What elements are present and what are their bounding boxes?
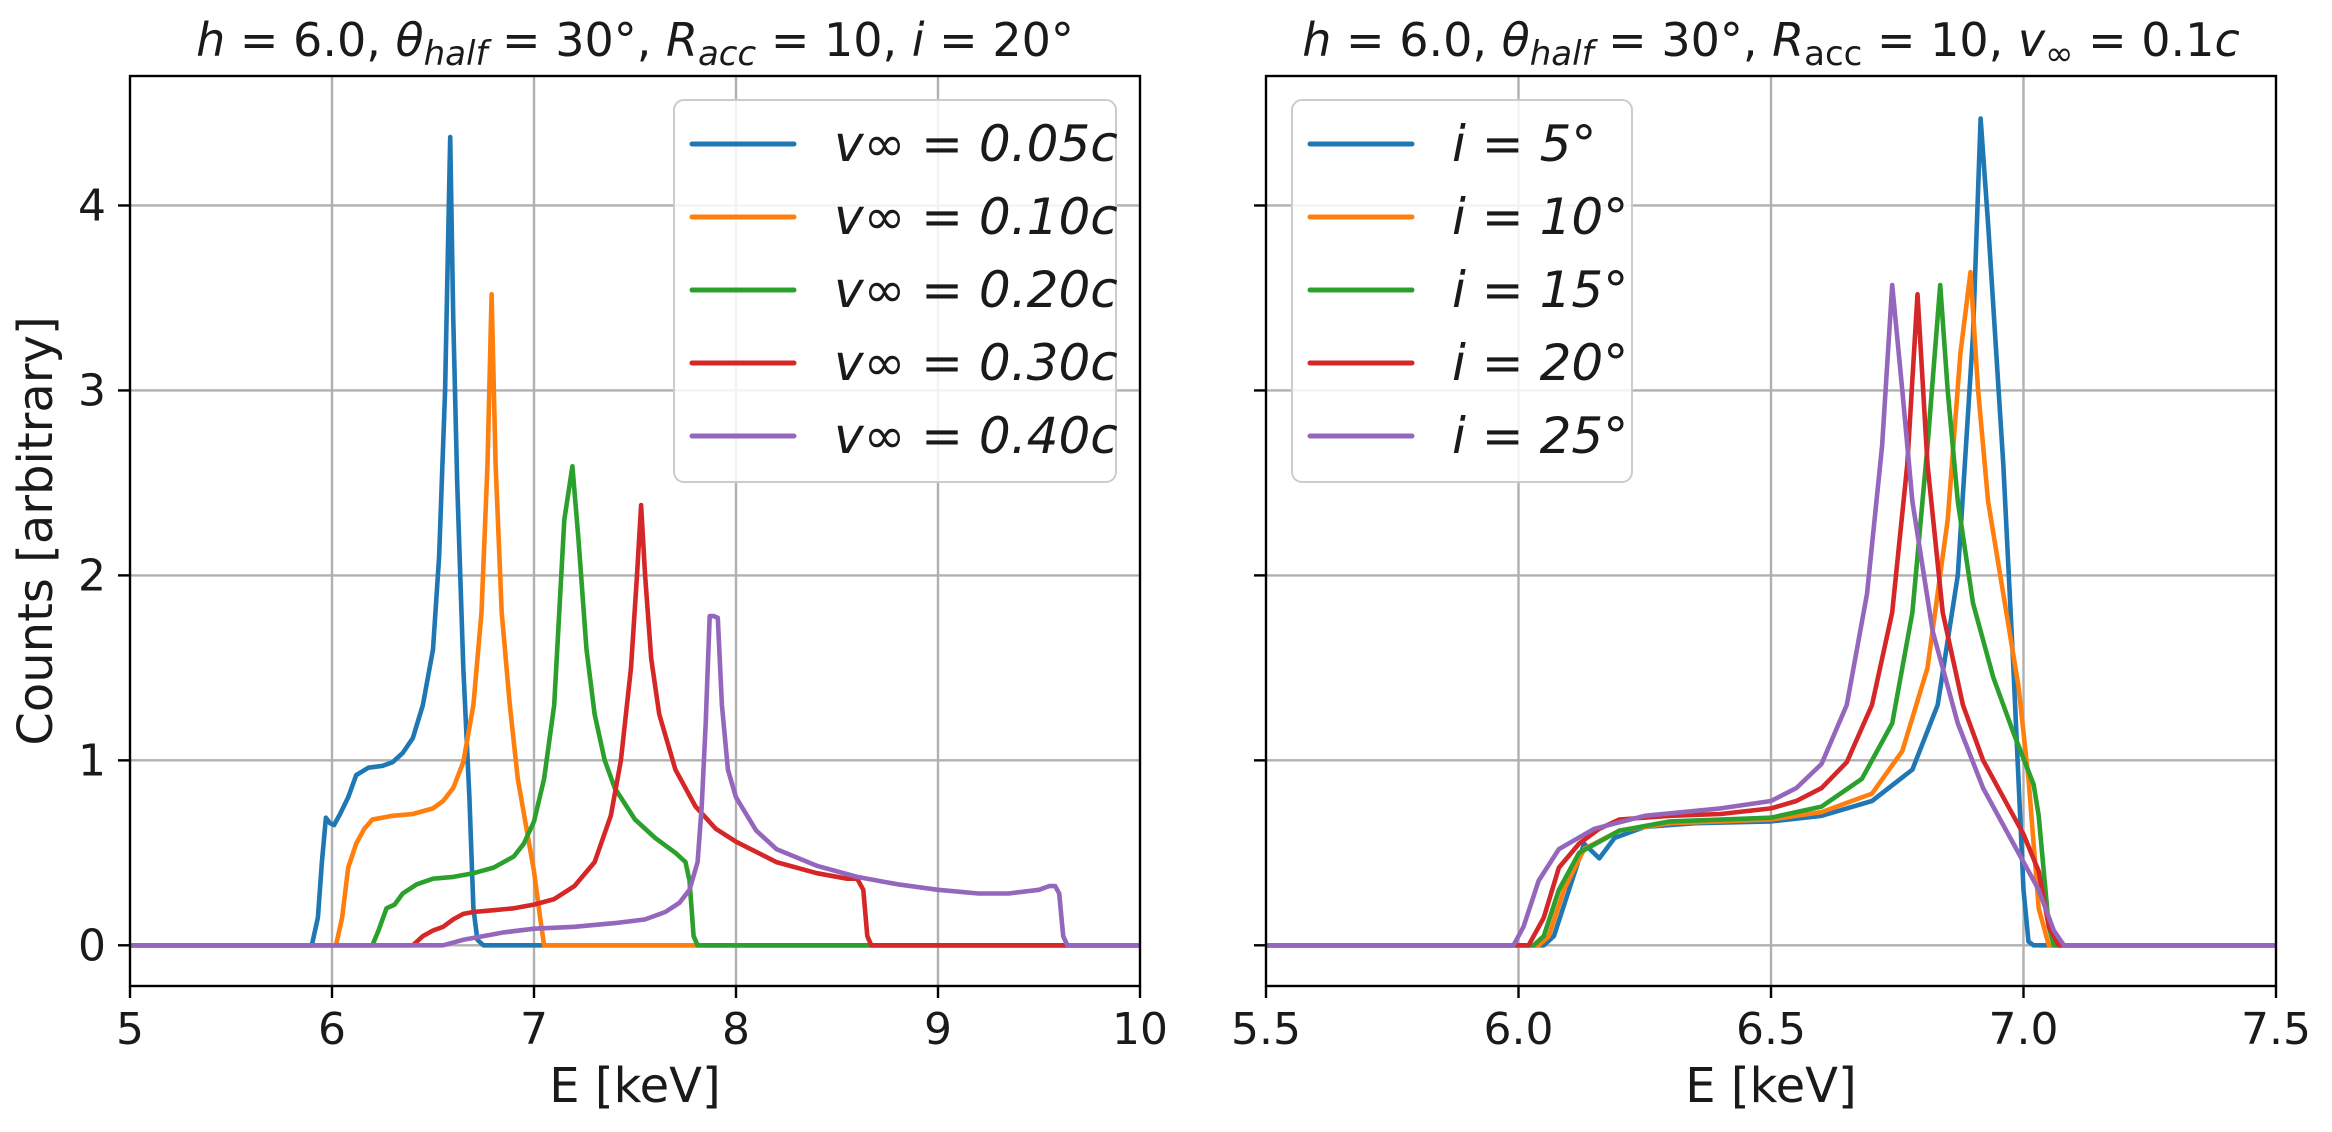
left-title: h = 6.0, θhalf = 30°, Racc = 10, i = 20° bbox=[196, 13, 1074, 74]
left-x-tick-label: 7 bbox=[520, 1004, 548, 1055]
left-y-tick-label: 2 bbox=[78, 550, 106, 601]
right-x-axis-label: E [keV] bbox=[1685, 1058, 1857, 1114]
left-legend-label-2: v∞ = 0.10c bbox=[834, 188, 1118, 246]
right-x-tick-label: 6.0 bbox=[1484, 1004, 1554, 1055]
left-series-line-3 bbox=[130, 464, 1140, 948]
right-legend-label-5: i = 25° bbox=[1452, 407, 1628, 465]
right-x-tick-label: 5.5 bbox=[1231, 1004, 1301, 1055]
right-series-line-4 bbox=[1266, 292, 2276, 948]
left-legend-box bbox=[673, 99, 1117, 483]
left-series-line-5 bbox=[130, 613, 1140, 948]
right-series-line-5 bbox=[1266, 282, 2276, 948]
right-legend-label-3: i = 15° bbox=[1452, 261, 1628, 319]
left-plot-frame bbox=[128, 74, 1142, 988]
left-series-line-4 bbox=[130, 502, 1140, 948]
right-series-line-3 bbox=[1266, 282, 2276, 948]
left-legend: v∞ = 0.05c v∞ = 0.10c v∞ = 0.20c v∞ = 0.30c… bbox=[673, 99, 1118, 483]
right-x-tick-label: 7.5 bbox=[2241, 1004, 2311, 1055]
left-y-tick-label: 1 bbox=[78, 735, 106, 786]
right-panel: 5.5 6.0 6.5 7.0 7.5 h = 6.0, θhalf = 30°, Ra… bbox=[1231, 13, 2311, 1114]
right-x-tick-label: 6.5 bbox=[1736, 1004, 1806, 1055]
left-ticks: 5 6 7 8 9 10 0 1 2 3 4 bbox=[78, 180, 1168, 1055]
left-series-group bbox=[130, 134, 1140, 948]
left-legend-label-3: v∞ = 0.20c bbox=[834, 261, 1118, 319]
left-legend-label-4: v∞ = 0.30c bbox=[834, 334, 1118, 392]
left-panel: 5 6 7 8 9 10 0 1 2 3 4 h = 6.0, θhalf = 30°, Racc … bbox=[8, 13, 1168, 1114]
right-x-tick-label: 7.0 bbox=[1989, 1004, 2059, 1055]
left-x-tick-label: 8 bbox=[722, 1004, 750, 1055]
left-series-line-2 bbox=[130, 292, 1140, 948]
right-series-line-2 bbox=[1266, 269, 2276, 948]
left-legend-label-1: v∞ = 0.05c bbox=[834, 115, 1118, 173]
right-legend-box bbox=[1291, 99, 1633, 483]
right-ticks: 5.5 6.0 6.5 7.0 7.5 bbox=[1231, 204, 2311, 1055]
left-x-tick-label: 6 bbox=[318, 1004, 346, 1055]
left-y-tick-label: 3 bbox=[78, 365, 106, 416]
left-x-axis-label: E [keV] bbox=[549, 1058, 721, 1114]
right-series-group bbox=[1266, 116, 2276, 948]
right-legend-label-4: i = 20° bbox=[1452, 334, 1628, 392]
left-x-tick-label: 10 bbox=[1112, 1004, 1168, 1055]
left-x-tick-label: 9 bbox=[924, 1004, 952, 1055]
left-y-axis-label: Counts [arbitrary] bbox=[8, 316, 64, 745]
right-title: h = 6.0, θhalf = 30°, Racc = 10, v∞ = 0.… bbox=[1302, 13, 2239, 74]
left-y-tick-label: 0 bbox=[78, 920, 106, 971]
right-legend-label-1: i = 5° bbox=[1452, 115, 1596, 173]
left-legend-label-5: v∞ = 0.40c bbox=[834, 407, 1118, 465]
left-x-tick-label: 5 bbox=[116, 1004, 144, 1055]
right-legend: i = 5° i = 10° i = 15° i = 20° i = 25° bbox=[1291, 99, 1633, 483]
right-legend-label-2: i = 10° bbox=[1452, 188, 1628, 246]
left-y-tick-label: 4 bbox=[78, 180, 106, 231]
